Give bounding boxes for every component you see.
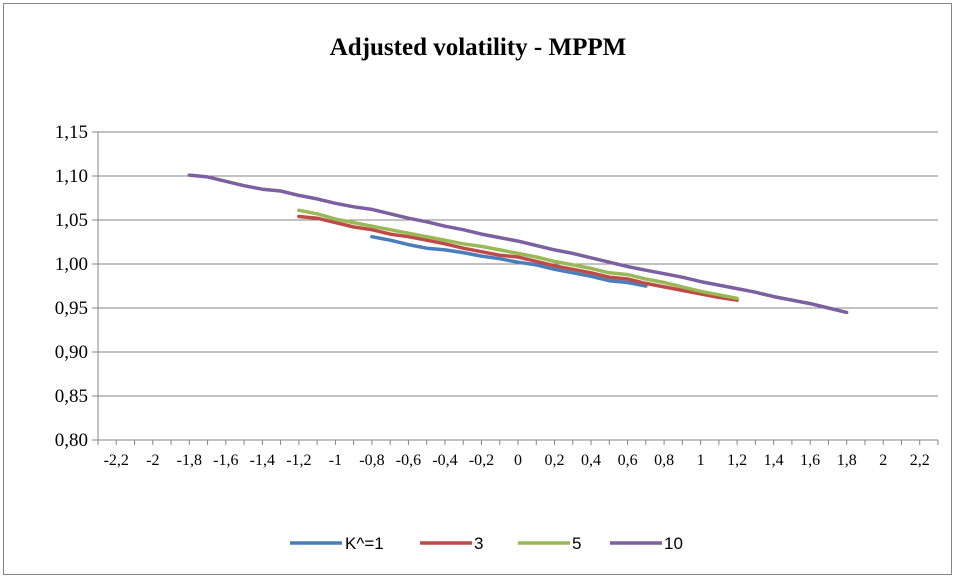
series-line [297, 208, 739, 301]
x-tick-label: -1,2 [286, 452, 311, 469]
y-tick-label: 0,85 [55, 386, 88, 407]
x-tick-label: 2,2 [910, 452, 930, 469]
y-tick-label: 0,80 [55, 430, 88, 451]
x-tick-label: 1,4 [764, 452, 784, 469]
x-tick-label: -2,2 [104, 452, 129, 469]
legend-label: 3 [474, 534, 483, 553]
chart-title: Adjusted volatility - MPPM [330, 34, 626, 61]
x-tick-label: 1,6 [800, 452, 820, 469]
x-tick-label: 1,8 [837, 452, 857, 469]
legend-label: K^=1 [345, 534, 384, 553]
x-tick-label: -0,8 [359, 452, 384, 469]
x-tick-label: 1 [697, 452, 705, 469]
x-tick-label: -1,4 [250, 452, 275, 469]
y-tick-label: 1,10 [55, 166, 88, 187]
axes [92, 131, 939, 445]
legend-label: 10 [664, 534, 683, 553]
y-tick-label: 1,15 [55, 122, 88, 143]
x-tick-label: -0,4 [432, 452, 457, 469]
y-axis-tick-labels: 0,80 0,85 0,90 0,95 1,00 1,05 1,10 1,15 [55, 122, 88, 451]
x-tick-label: 2 [879, 452, 887, 469]
x-axis-tick-labels: -2,2 -2 -1,8 -1,6 -1,4 -1,2 -1 -0,8 -0,6 -0,4 -0,2… [104, 452, 930, 469]
x-tick-label: -1 [329, 452, 342, 469]
x-tick-label: -1,8 [177, 452, 202, 469]
x-tick-label: 1,2 [727, 452, 747, 469]
x-tick-label: -0,2 [469, 452, 494, 469]
series-lines [187, 173, 849, 315]
x-tick-label: 0,2 [545, 452, 565, 469]
x-tick-label: -1,6 [213, 452, 238, 469]
x-tick-label: 0,6 [618, 452, 638, 469]
legend: K^=1 3 5 10 [290, 534, 683, 553]
y-tick-label: 1,05 [55, 210, 88, 231]
gridlines [98, 131, 938, 397]
chart-frame [3, 3, 952, 575]
series-line [187, 173, 849, 315]
y-tick-label: 0,90 [55, 342, 88, 363]
legend-label: 5 [572, 534, 581, 553]
y-tick-label: 0,95 [55, 298, 88, 319]
x-tick-label: -2 [146, 452, 159, 469]
x-tick-label: 0,4 [581, 452, 601, 469]
y-tick-label: 1,00 [55, 254, 88, 275]
x-tick-label: -0,6 [396, 452, 421, 469]
series-line [370, 234, 648, 288]
x-tick-label: 0,8 [654, 452, 674, 469]
series-line [297, 214, 739, 302]
x-tick-label: 0 [514, 452, 522, 469]
